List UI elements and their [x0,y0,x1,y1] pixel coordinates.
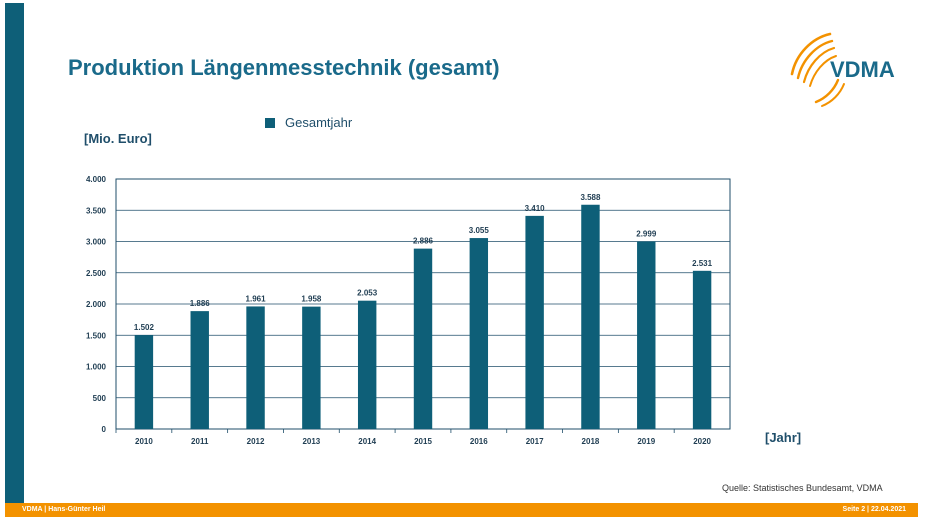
data-label: 2.053 [357,289,378,298]
y-tick-label: 3.000 [86,238,107,247]
logo-text: VDMA [830,57,895,82]
x-tick-label: 2015 [414,437,432,446]
x-tick-label: 2010 [135,437,153,446]
vdma-logo: VDMA [790,32,895,107]
y-tick-label: 3.500 [86,206,107,215]
y-tick-label: 4.000 [86,175,107,184]
x-tick-label: 2019 [637,437,655,446]
bar [581,204,600,429]
x-tick-label: 2014 [358,437,376,446]
data-label: 1.886 [190,299,211,308]
x-tick-label: 2017 [526,437,544,446]
bar [413,248,433,429]
y-tick-label: 0 [102,425,107,434]
x-tick-label: 2011 [191,437,209,446]
data-label: 2.531 [692,259,713,268]
footer-author: VDMA | Hans-Günter Heil [22,506,106,513]
bar [637,241,656,429]
y-tick-label: 1.000 [86,363,107,372]
data-label: 1.961 [246,294,267,303]
footer-page-date: Seite 2 | 22.04.2021 [842,506,906,513]
bar [134,335,154,429]
legend-swatch [265,117,275,128]
x-axis-unit-label: [Jahr] [765,430,802,445]
x-tick-label: 2016 [470,437,488,446]
bar [469,238,489,429]
x-tick-label: 2020 [693,437,711,446]
bar [525,215,544,429]
data-label: 3.055 [469,226,490,235]
y-tick-label: 2.500 [86,269,107,278]
y-tick-label: 2.000 [86,300,107,309]
x-tick-label: 2013 [302,437,320,446]
data-label: 1.502 [134,323,155,332]
footer-bar: VDMA | Hans-Günter Heil Seite 2 | 22.04.… [5,503,918,517]
data-label: 1.958 [301,295,322,304]
y-tick-label: 1.500 [86,331,107,340]
y-axis-unit-label: [Mio. Euro] [84,131,152,146]
legend-label: Gesamtjahr [285,115,353,130]
left-accent-bar [5,3,24,509]
bar [357,300,377,429]
y-tick-label: 500 [93,394,107,403]
data-label: 2.886 [413,237,434,246]
data-label: 3.588 [580,193,601,202]
bar [246,306,265,429]
x-tick-label: 2012 [247,437,265,446]
bar [302,306,321,429]
slide-title: Produktion Längenmesstechnik (gesamt) [68,55,500,80]
data-label: 3.410 [525,204,546,213]
bar [692,270,712,429]
source-note: Quelle: Statistisches Bundesamt, VDMA [722,483,883,493]
x-tick-label: 2018 [582,437,600,446]
bar [190,311,209,429]
bar-chart: 0 500 1.000 1.500 2.000 2.500 3.000 3.500 4.000 1… [86,175,731,446]
chart-legend: Gesamtjahr [265,115,352,130]
data-label: 2.999 [636,230,657,239]
